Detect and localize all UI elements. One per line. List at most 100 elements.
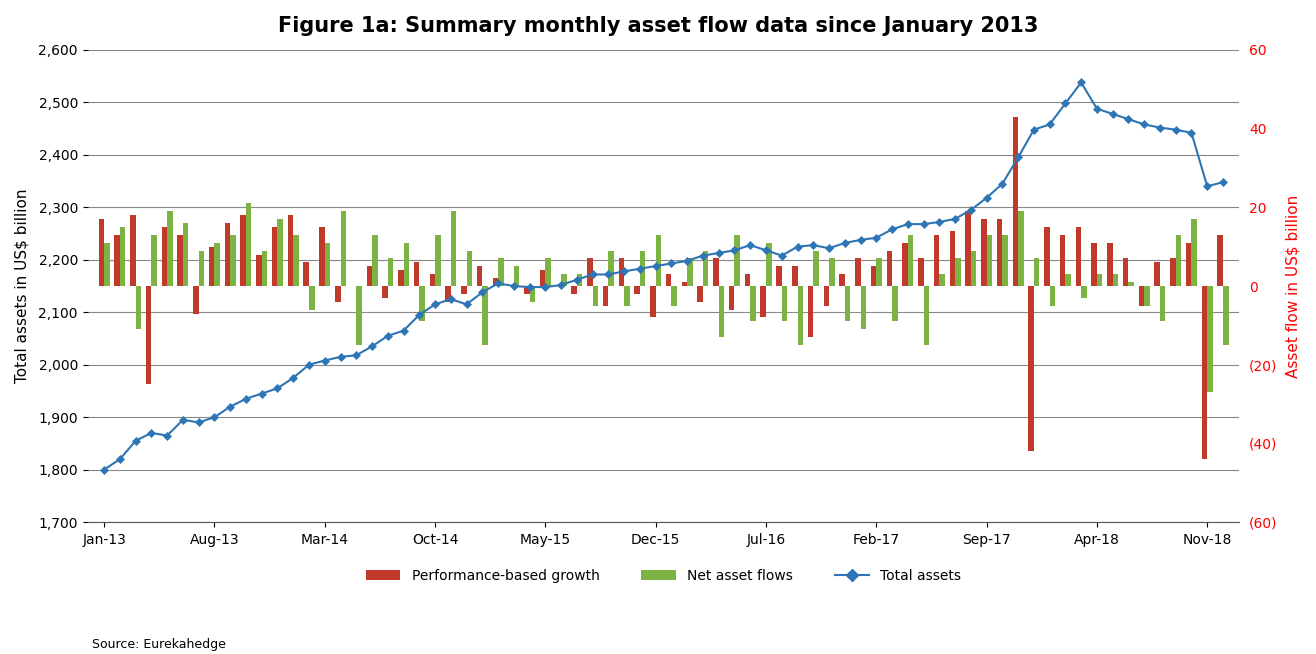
Bar [1159, 286, 1166, 321]
Bar [1154, 262, 1159, 286]
Bar [146, 286, 151, 385]
Bar [1082, 286, 1087, 298]
Bar [1217, 235, 1223, 286]
Y-axis label: Total assets in US$ billion: Total assets in US$ billion [14, 189, 30, 383]
Bar [492, 278, 497, 286]
Bar [320, 227, 325, 286]
Bar [871, 266, 876, 286]
Bar [745, 274, 750, 286]
Bar [388, 258, 393, 286]
Bar [336, 286, 341, 301]
Bar [650, 286, 655, 317]
Bar [1170, 258, 1175, 286]
Bar [713, 258, 719, 286]
Bar [1066, 274, 1071, 286]
Bar [545, 258, 551, 286]
Bar [561, 274, 567, 286]
Bar [413, 262, 420, 286]
Bar [183, 223, 188, 286]
Bar [436, 235, 441, 286]
Bar [272, 227, 278, 286]
Bar [288, 215, 293, 286]
Bar [592, 286, 599, 305]
Bar [1098, 274, 1103, 286]
Bar [136, 286, 141, 330]
Bar [325, 243, 330, 286]
Bar [367, 266, 372, 286]
Bar [1123, 258, 1128, 286]
Bar [1202, 286, 1207, 459]
Bar [1019, 211, 1024, 286]
Bar [634, 286, 640, 294]
Bar [824, 286, 829, 305]
Bar [461, 286, 467, 294]
Bar [1059, 235, 1066, 286]
Bar [445, 286, 451, 301]
Bar [624, 286, 629, 305]
Bar [782, 286, 787, 321]
Bar [934, 235, 940, 286]
Bar [230, 235, 236, 286]
Bar [257, 254, 262, 286]
Bar [966, 211, 971, 286]
Bar [729, 286, 734, 309]
Bar [955, 258, 961, 286]
Bar [813, 250, 819, 286]
Bar [655, 235, 661, 286]
Bar [861, 286, 866, 330]
Bar [513, 266, 520, 286]
Bar [682, 282, 687, 286]
Bar [1091, 243, 1098, 286]
Bar [797, 286, 803, 345]
Bar [982, 219, 987, 286]
Bar [640, 250, 645, 286]
Bar [1107, 243, 1113, 286]
Bar [576, 274, 583, 286]
Bar [114, 235, 120, 286]
Bar [719, 286, 724, 337]
Bar [382, 286, 388, 298]
Bar [293, 235, 299, 286]
Bar [776, 266, 782, 286]
Bar [483, 286, 488, 345]
Bar [908, 235, 913, 286]
Bar [1207, 286, 1213, 392]
Bar [587, 258, 592, 286]
Bar [919, 258, 924, 286]
Bar [372, 235, 378, 286]
Bar [130, 215, 136, 286]
Bar [241, 215, 246, 286]
Bar [887, 250, 892, 286]
Bar [304, 262, 309, 286]
Bar [840, 274, 845, 286]
Bar [529, 286, 536, 301]
Bar [766, 243, 771, 286]
Bar [903, 243, 908, 286]
Bar [429, 274, 436, 286]
Bar [524, 286, 529, 294]
Bar [876, 258, 882, 286]
Bar [225, 223, 230, 286]
Bar [120, 227, 125, 286]
Bar [1012, 117, 1019, 286]
Bar [262, 250, 267, 286]
Bar [397, 270, 404, 286]
Bar [940, 274, 945, 286]
Bar [987, 235, 992, 286]
Bar [1113, 274, 1119, 286]
Bar [151, 235, 157, 286]
Bar [892, 286, 898, 321]
Bar [1186, 243, 1191, 286]
Y-axis label: Asset flow in US$ billion: Asset flow in US$ billion [1286, 194, 1302, 377]
Bar [996, 219, 1003, 286]
Bar [199, 250, 204, 286]
Bar [451, 211, 457, 286]
Bar [950, 231, 955, 286]
Bar [703, 250, 708, 286]
Bar [1003, 235, 1008, 286]
Bar [855, 258, 861, 286]
Bar [571, 286, 576, 294]
Bar [357, 286, 362, 345]
Bar [278, 219, 283, 286]
Bar [829, 258, 834, 286]
